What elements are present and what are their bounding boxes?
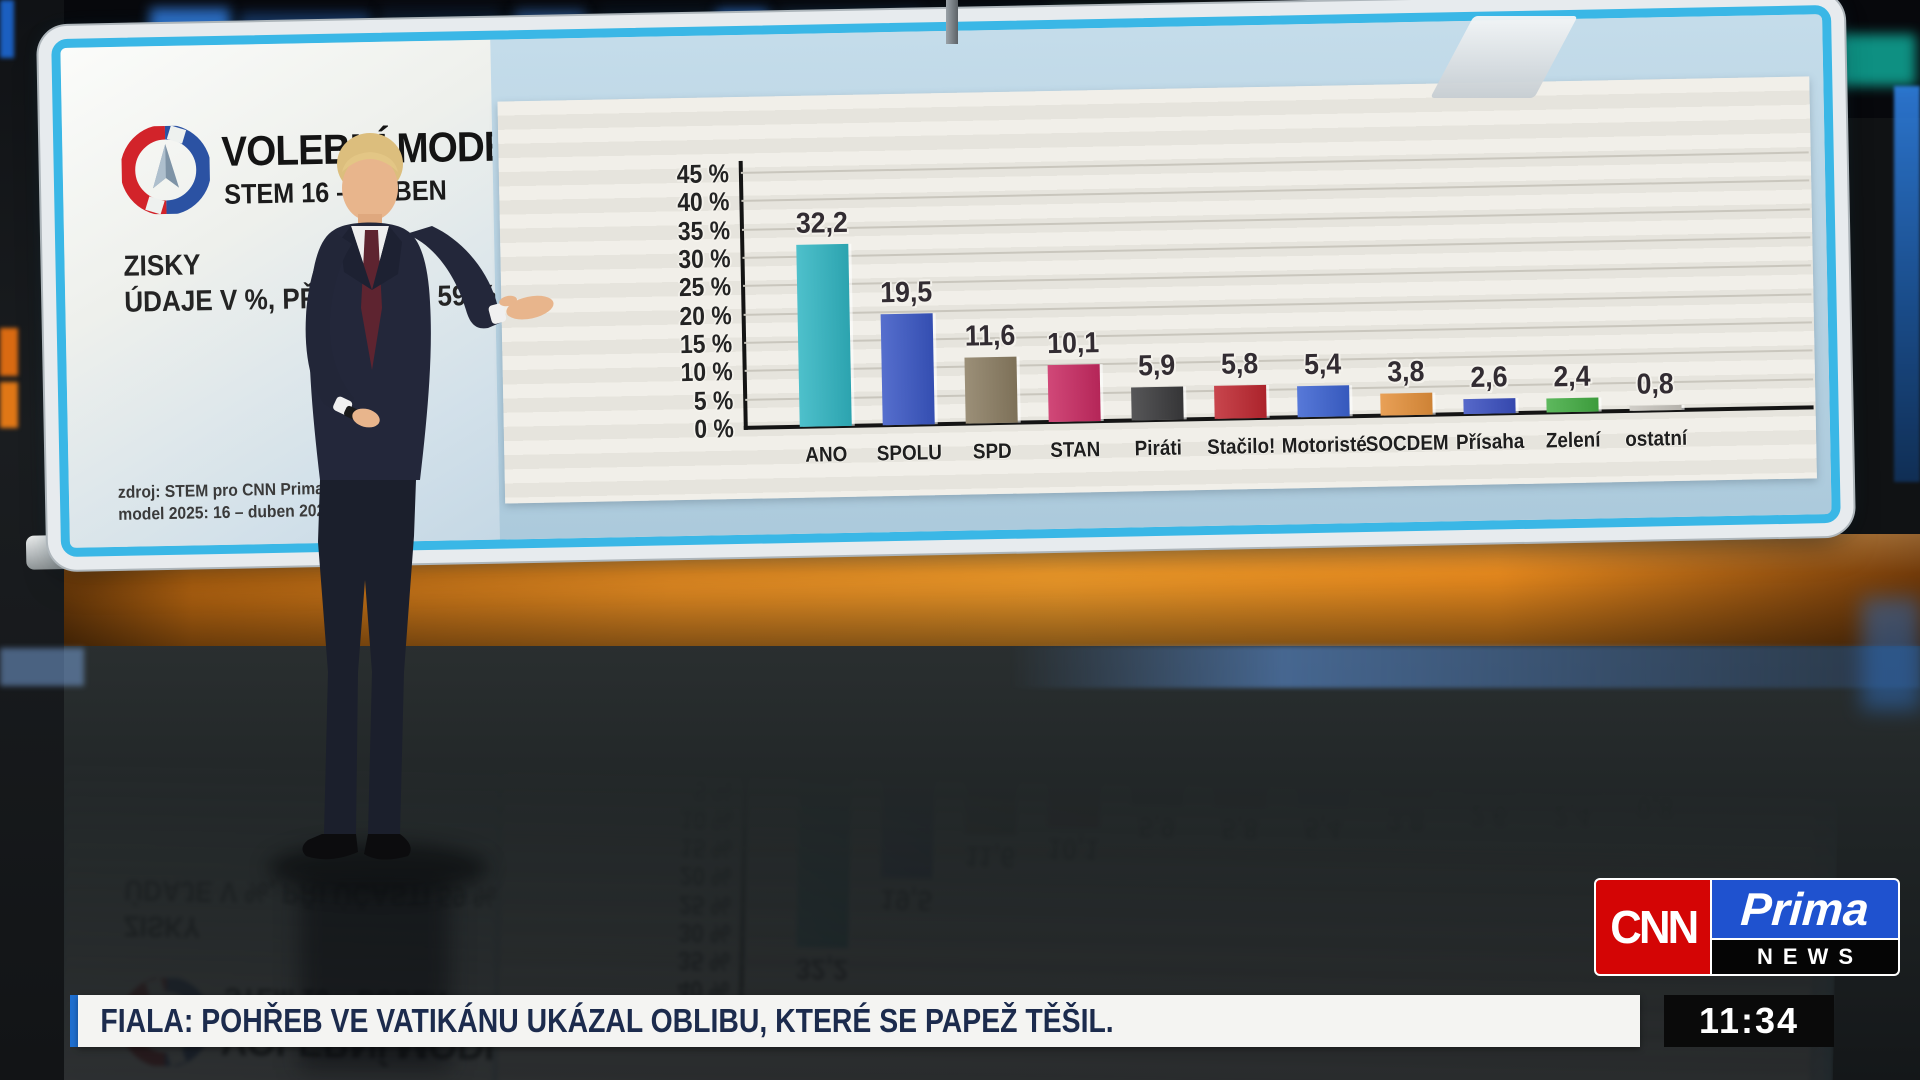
bar-ANO: [796, 243, 852, 427]
news-ticker: FIALA: POHŘEB VE VATIKÁNU UKÁZAL OBLIBU,…: [70, 995, 1640, 1047]
cnn-logo-text: CNN: [1609, 901, 1699, 953]
ticker-headline: FIALA: POHŘEB VE VATIKÁNU UKÁZAL OBLIBU,…: [100, 1002, 1114, 1039]
studio-orange-light-band: [0, 534, 1920, 646]
presenter-head: [337, 133, 403, 234]
y-axis-tick: 0 %: [694, 413, 735, 444]
presenter-torso: [309, 222, 431, 480]
floor-light-reflection: [1862, 598, 1920, 710]
bar-STAN: [1047, 363, 1101, 423]
bar-Piráti: [1131, 386, 1184, 421]
presenter-bent-arm: [305, 232, 380, 428]
ticker-accent-bar: [70, 995, 78, 1047]
floor-light-reflection: [1010, 646, 1920, 688]
presenter-figure: [302, 133, 554, 860]
presenter-legs: [302, 480, 416, 860]
studio-light-strip: [0, 0, 14, 58]
board-info-panel: VOLEBNÍ MODEL STEM 16 – DUBEN ZISKY ÚDAJ…: [60, 39, 532, 548]
bar-Přísaha: [1463, 398, 1516, 415]
studio-screen-blur: [1838, 34, 1916, 86]
studio-light-strip: [0, 328, 18, 376]
news-logo-text: NEWS: [1757, 944, 1863, 969]
bar-SOCDEM: [1380, 393, 1433, 416]
channel-logo: CNN Prima NEWS: [1594, 878, 1900, 976]
bar-Stačilo!: [1214, 384, 1267, 419]
bar-SPOLU: [880, 313, 935, 426]
presentation-board: VOLEBNÍ MODEL STEM 16 – DUBEN ZISKY ÚDAJ…: [51, 4, 1841, 558]
bar-Zelení: [1546, 397, 1599, 413]
bar-value-label: 19,5: [879, 276, 933, 310]
studio-light-strip: [1894, 86, 1920, 482]
news-logo: NEWS: [1712, 940, 1900, 976]
board-inner: VOLEBNÍ MODEL STEM 16 – DUBEN ZISKY ÚDAJ…: [60, 14, 1832, 548]
bar-Motoristé: [1297, 385, 1350, 418]
bar-category-label: ostatní: [1624, 426, 1688, 451]
bar-SPD: [964, 356, 1018, 424]
floor-light-reflection: [0, 648, 84, 686]
studio-mount-strut: [946, 0, 958, 44]
volebni-model-compass-logo-icon: [120, 124, 212, 216]
bar-value-label: 0,8: [1636, 368, 1674, 402]
ticker-bar: FIALA: POHŘEB VE VATIKÁNU UKÁZAL OBLIBU,…: [78, 995, 1640, 1047]
clock: 11:34: [1664, 995, 1834, 1047]
section-heading: ZISKY: [123, 249, 201, 283]
prima-logo-text: Prima: [1739, 883, 1871, 935]
clock-time: 11:34: [1698, 1000, 1800, 1041]
bar-value-label: 32,2: [795, 206, 849, 240]
studio-light-strip: [0, 382, 18, 428]
chart-plot-layer: 45 %40 %35 %30 %25 %20 %15 %10 %5 %0 %32…: [490, 14, 1832, 540]
presenter-pointing-arm: [406, 226, 554, 329]
prima-logo: Prima: [1712, 878, 1900, 940]
cnn-logo: CNN: [1594, 878, 1712, 976]
